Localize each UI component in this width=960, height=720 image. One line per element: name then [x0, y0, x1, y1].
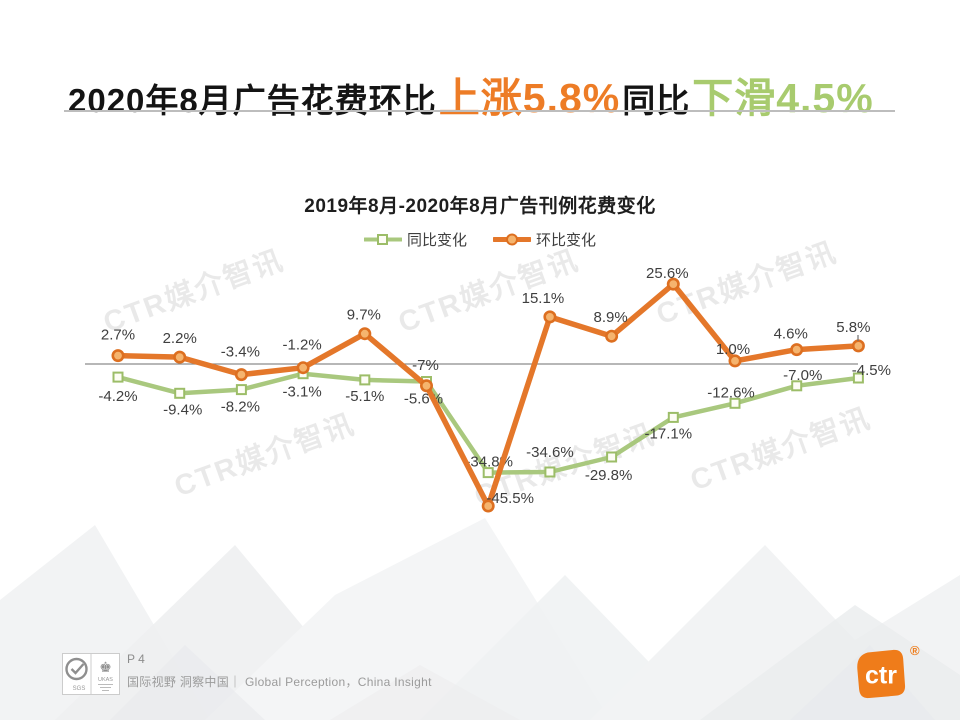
marker-mom: [543, 310, 557, 324]
legend-marker-mom-circle: [493, 233, 531, 246]
marker-mom: [358, 327, 372, 341]
legend-item-mom: 环比变化: [493, 229, 596, 250]
data-label-mom: 4.6%: [774, 326, 808, 343]
marker-yoy: [235, 384, 247, 396]
marker-mom: [173, 350, 187, 364]
legend-label-mom: 环比变化: [536, 232, 597, 249]
certification-logos: SGS ♚ UKAS: [62, 653, 120, 695]
legend-label-yoy: 同比变化: [406, 232, 467, 249]
data-label-mom: 2.7%: [101, 327, 135, 344]
marker-yoy: [174, 387, 186, 399]
marker-mom: [790, 343, 804, 357]
title-underline: [64, 110, 895, 112]
data-label-mom: -7%: [412, 357, 439, 374]
data-label-yoy: -17.1%: [645, 425, 693, 442]
marker-yoy: [667, 411, 679, 423]
page-title-prefix: 2020年8月广告花费环比: [68, 82, 437, 120]
data-label-mom: 25.6%: [646, 265, 689, 282]
svg-text:UKAS: UKAS: [98, 677, 113, 683]
legend-marker-yoy-square: [363, 234, 402, 245]
marker-mom: [728, 354, 742, 368]
marker-mom: [605, 329, 619, 343]
chart-legend: 同比变化 环比变化: [0, 229, 960, 250]
marker-mom: [296, 361, 310, 375]
svg-text:♚: ♚: [99, 659, 112, 675]
marker-mom: [851, 339, 865, 353]
data-label-mom: 2.2%: [163, 330, 197, 347]
data-label-yoy: -29.8%: [585, 467, 633, 484]
marker-yoy: [482, 467, 494, 479]
marker-yoy: [359, 374, 371, 386]
ukas-certification-logo: ♚ UKAS: [98, 659, 113, 691]
data-label-yoy: -5.1%: [345, 388, 384, 405]
page-title-mid: 同比: [622, 82, 691, 120]
data-label-yoy: -4.5%: [852, 362, 891, 379]
ctr-logo-mark: ctr: [857, 649, 906, 699]
data-label-yoy: -34.6%: [526, 444, 574, 461]
data-label-mom: 9.7%: [347, 307, 381, 324]
svg-text:SGS: SGS: [73, 686, 86, 692]
marker-mom: [419, 379, 433, 393]
ctr-logo: ctr ®: [846, 643, 920, 709]
legend-item-yoy: 同比变化: [363, 229, 467, 250]
marker-yoy: [852, 372, 864, 384]
sgs-certification-logo: SGS: [65, 657, 88, 692]
page-number: P 4: [127, 652, 145, 666]
data-label-mom: 5.8%: [836, 319, 870, 336]
data-label-yoy: -8.2%: [221, 399, 260, 416]
chart-title: 2019年8月-2020年8月广告刊例花费变化: [304, 196, 656, 217]
data-label-yoy: -12.6%: [707, 384, 755, 401]
page-title-fall-highlight: 下滑4.5%: [692, 75, 874, 122]
registered-trademark: ®: [910, 643, 920, 658]
data-label-mom: -1.2%: [283, 337, 322, 354]
data-label-yoy: -7.0%: [783, 367, 822, 384]
marker-yoy: [544, 466, 556, 478]
page-title-rise-highlight: 上涨5.8%: [438, 75, 621, 122]
marker-yoy: [112, 371, 124, 383]
marker-mom: [666, 277, 680, 291]
marker-mom: [111, 349, 125, 363]
data-label-mom: 15.1%: [522, 290, 565, 307]
marker-yoy: [729, 397, 741, 409]
data-label-mom: 8.9%: [593, 309, 627, 326]
data-label-mom: 1.0%: [716, 341, 750, 358]
data-label-mom: -45.5%: [486, 490, 534, 507]
page-title: 2020年8月广告花费环比上涨5.8%同比下滑4.5%: [68, 72, 874, 127]
marker-yoy: [791, 380, 803, 392]
data-label-mom: -3.4%: [221, 344, 260, 361]
data-label-yoy: -9.4%: [163, 401, 202, 418]
data-label-yoy: -4.2%: [98, 388, 137, 405]
marker-mom: [234, 368, 248, 382]
data-label-yoy: -3.1%: [283, 384, 322, 401]
marker-yoy: [606, 451, 618, 463]
svg-text:ctr: ctr: [865, 661, 897, 689]
marker-mom: [481, 499, 495, 513]
footer-tagline: 国际视野 洞察中国｜ Global Perception，China Insig…: [127, 675, 432, 689]
